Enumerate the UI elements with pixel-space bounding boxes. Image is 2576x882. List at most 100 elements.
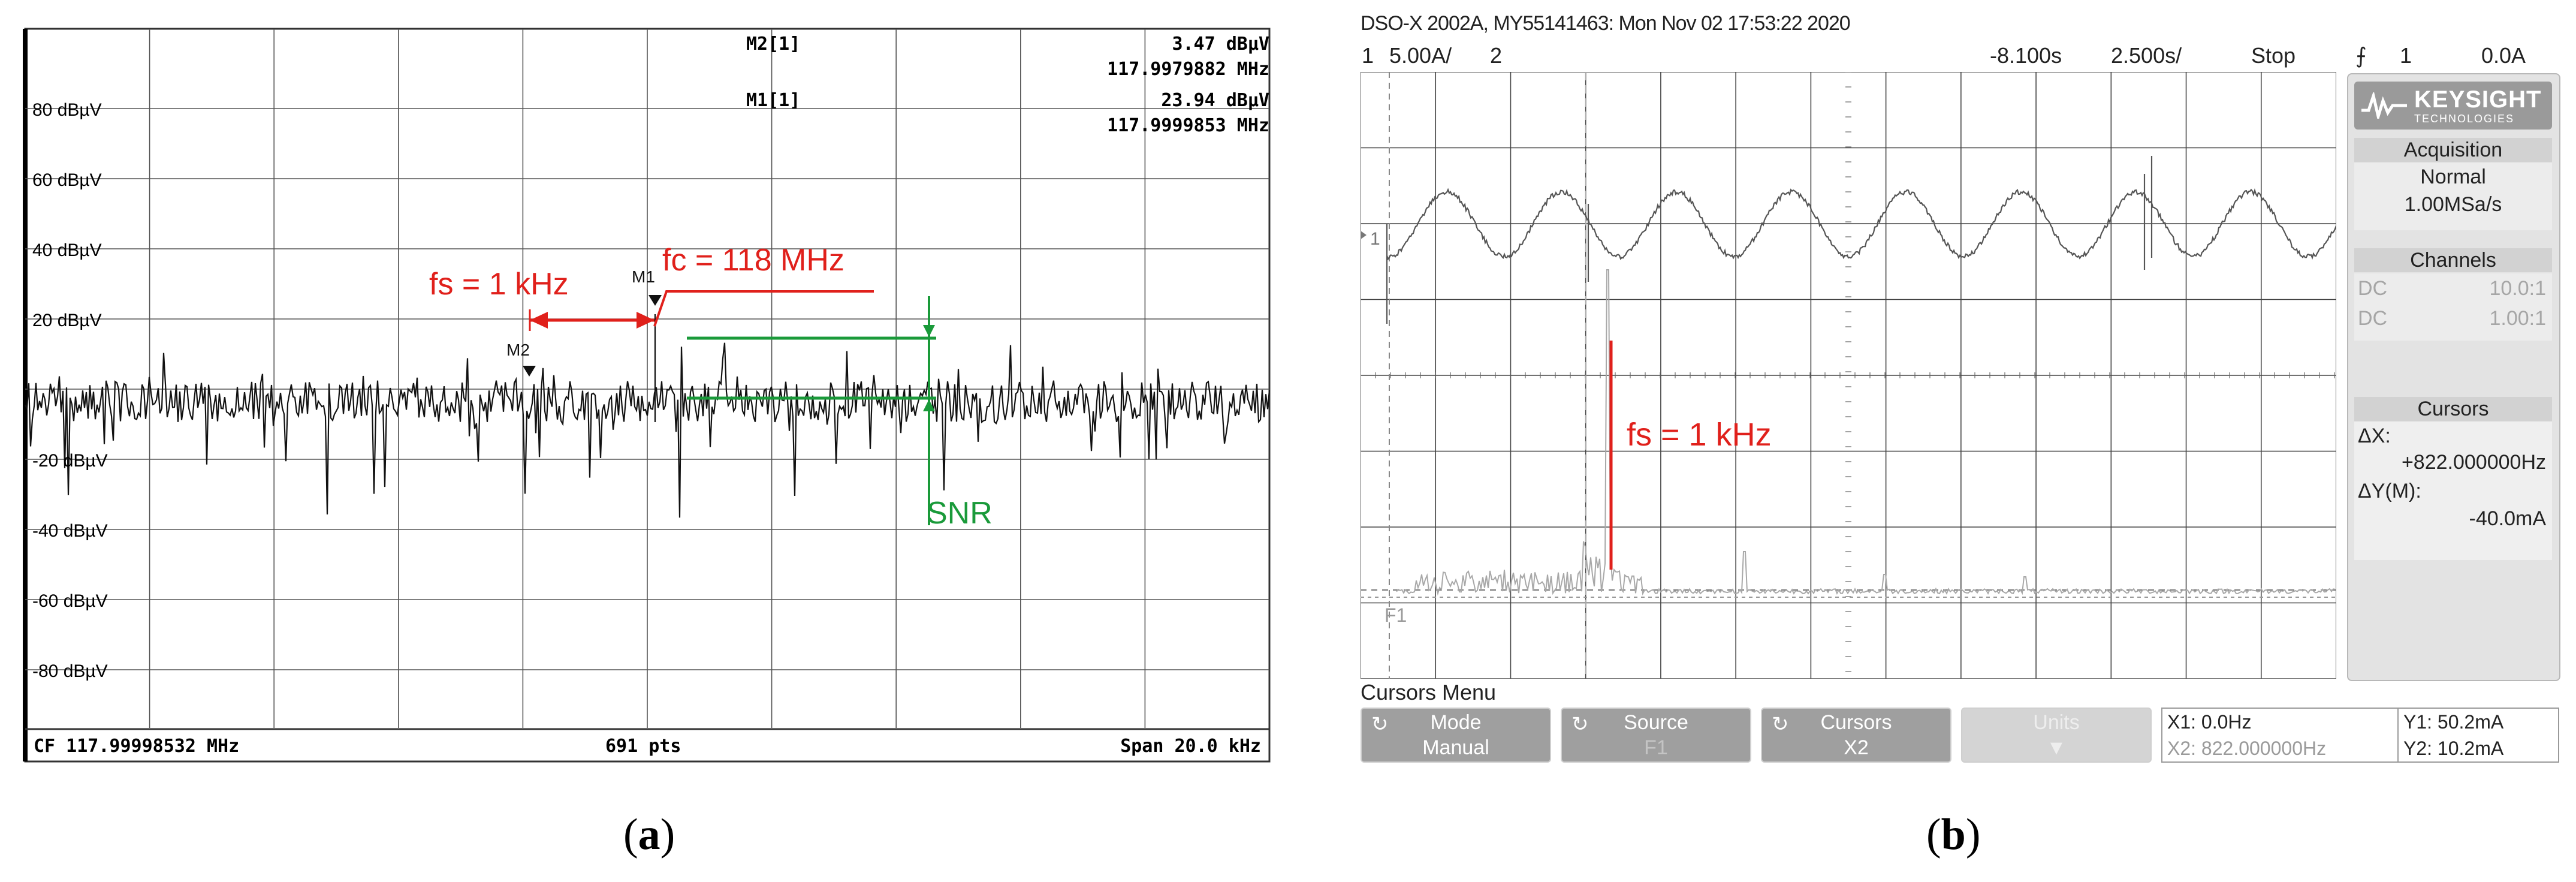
scope-annotations (1361, 230, 1613, 570)
spectrum-plot (23, 28, 1271, 763)
channel-2-coupling: DC (2358, 307, 2388, 330)
time-scale[interactable]: 2.500s/ (2111, 43, 2182, 68)
marker-m1-triangle (648, 295, 662, 306)
channel-1-waveform (1386, 156, 2336, 324)
caption-b: (b) (1926, 810, 1981, 859)
marker-m2-tag: M2 (506, 341, 530, 359)
points-count: 691 pts (605, 736, 681, 757)
channel-1-number[interactable]: 1 (1362, 43, 1374, 68)
menu-title: Cursors Menu (1361, 680, 1497, 705)
fs-annotation: fs = 1 kHz (429, 267, 569, 302)
y-tick-label: 40 dBµV (32, 240, 102, 260)
cursors-softkey[interactable]: ↻ Cursors X2 (1761, 708, 1951, 763)
y-tick-label: -60 dBµV (32, 591, 108, 611)
spectrum-analyzer-panel: M2[1] 3.47 dBµV 117.9979882 MHz M1[1] 23… (18, 26, 1277, 764)
channel-2-number[interactable]: 2 (1490, 43, 1503, 68)
delta-y-label: ΔY(M): (2358, 480, 2421, 502)
fs-arrow-head-left (530, 312, 548, 329)
side-panel: KEYSIGHT TECHNOLOGIES Acquisition Normal… (2347, 73, 2560, 681)
marker-m2-frequency: 117.9979882 MHz (1107, 59, 1269, 80)
delta-x-value: +822.000000Hz (2401, 451, 2546, 474)
keysight-logo: KEYSIGHT TECHNOLOGIES (2354, 82, 2552, 130)
y-tick-label: -40 dBµV (32, 521, 108, 541)
softkey-label: Units (2033, 711, 2080, 734)
rotate-icon: ↻ (1371, 713, 1389, 736)
trigger-edge-icon: ⨍ (2355, 43, 2367, 68)
channel-1-coupling: DC (2358, 277, 2388, 300)
chevron-down-icon: ▼ (2046, 736, 2067, 759)
x2-readout: X2: 822.000000Hz (2167, 737, 2327, 759)
instrument-title: DSO-X 2002A, MY55141463: Mon Nov 02 17:5… (1361, 12, 1851, 35)
trigger-level[interactable]: 0.0A (2481, 43, 2526, 68)
y-tick-label: -20 dBµV (32, 451, 108, 471)
span-readout: Span 20.0 kHz (1120, 736, 1261, 757)
fs-annotation-scope: fs = 1 kHz (1627, 417, 1772, 453)
fc-leader (653, 290, 874, 327)
caption-a: (a) (623, 810, 675, 859)
acquisition-header[interactable]: Acquisition (2354, 138, 2552, 162)
center-frequency: CF 117.99998532 MHz (34, 736, 240, 757)
acquisition-mode: Normal (2420, 165, 2486, 188)
delta-x-label: ΔX: (2358, 425, 2391, 447)
snr-annotation: SNR (927, 496, 993, 531)
spectrum-annotations (523, 290, 936, 525)
marker-m1-level: 23.94 dBµV (1161, 90, 1269, 111)
run-state[interactable]: Stop (2251, 43, 2296, 68)
marker-m1-label: M1[1] (746, 90, 801, 111)
channels-box: DC 10.0:1 DC 1.00:1 (2354, 273, 2552, 341)
ch1-ground-marker: 1 (1370, 229, 1380, 249)
channels-header[interactable]: Channels (2354, 248, 2552, 272)
softkey-value: F1 (1644, 736, 1668, 759)
units-softkey[interactable]: Units ▼ (1961, 708, 2152, 763)
source-softkey[interactable]: ↻ Source F1 (1561, 708, 1751, 763)
y-tick-label: 20 dBµV (32, 311, 102, 330)
acquisition-box: Normal 1.00MSa/s (2354, 163, 2552, 230)
spectrum-grid (23, 28, 1271, 763)
marker-m2-triangle (523, 366, 536, 377)
rotate-icon: ↻ (1571, 713, 1589, 736)
delta-y-value: -40.0mA (2469, 507, 2547, 530)
math-f1-waveform (1396, 269, 2336, 596)
scope-waveforms (1361, 72, 2336, 679)
scope-display: fs = 1 kHz 1 F1 (1361, 72, 2336, 679)
y-tick-label: 80 dBµV (32, 100, 102, 120)
y-tick-label: -80 dBµV (32, 661, 108, 681)
channel-2-probe: 1.00:1 (2489, 307, 2546, 330)
ch1-ground-arrow (1361, 230, 1367, 240)
softkey-label: Mode (1430, 711, 1482, 734)
snr-arrow-top (923, 325, 935, 337)
y2-readout: Y2: 10.2mA (2403, 737, 2504, 759)
brand-name: KEYSIGHT (2414, 86, 2542, 113)
oscilloscope-panel: DSO-X 2002A, MY55141463: Mon Nov 02 17:5… (1355, 8, 2565, 770)
keysight-wave-icon (2361, 92, 2407, 119)
cursor-x-readout: X1: 0.0Hz X2: 822.000000Hz (2161, 708, 2399, 763)
y1-readout: Y1: 50.2mA (2403, 711, 2504, 733)
marker-m2-label: M2[1] (746, 34, 801, 55)
marker-m1-tag: M1 (632, 267, 655, 286)
marker-m1-frequency: 117.9999853 MHz (1107, 115, 1269, 136)
fs-arrow-head-right (637, 312, 654, 329)
softkey-value: Manual (1422, 736, 1489, 759)
channel-1-scale[interactable]: 5.00A/ (1389, 43, 1452, 68)
f1-ground-marker: F1 (1384, 604, 1407, 626)
cursors-box: ΔX: +822.000000Hz ΔY(M): -40.0mA (2354, 422, 2552, 560)
channel-1-probe: 10.0:1 (2489, 277, 2546, 300)
marker-m2-level: 3.47 dBµV (1172, 34, 1269, 55)
snr-arrow-bottom (923, 399, 935, 411)
rotate-icon: ↻ (1772, 713, 1789, 736)
caption-a-letter: a (638, 810, 660, 859)
y-tick-label: 60 dBµV (32, 170, 102, 190)
cursors-header[interactable]: Cursors (2354, 397, 2552, 421)
time-offset[interactable]: -8.100s (1990, 43, 2062, 68)
mode-softkey[interactable]: ↻ Mode Manual (1361, 708, 1551, 763)
softkey-label: Cursors (1820, 711, 1892, 734)
fc-annotation: fc = 118 MHz (662, 243, 844, 278)
softkey-value: X2 (1844, 736, 1869, 759)
sample-rate: 1.00MSa/s (2404, 193, 2502, 216)
x1-readout: X1: 0.0Hz (2167, 711, 2252, 733)
brand-subtitle: TECHNOLOGIES (2414, 113, 2515, 125)
spectrum-trace (25, 314, 1271, 518)
cursor-y-readout: Y1: 50.2mA Y2: 10.2mA (2397, 708, 2559, 763)
trigger-channel[interactable]: 1 (2400, 43, 2412, 68)
softkey-label: Source (1624, 711, 1688, 734)
